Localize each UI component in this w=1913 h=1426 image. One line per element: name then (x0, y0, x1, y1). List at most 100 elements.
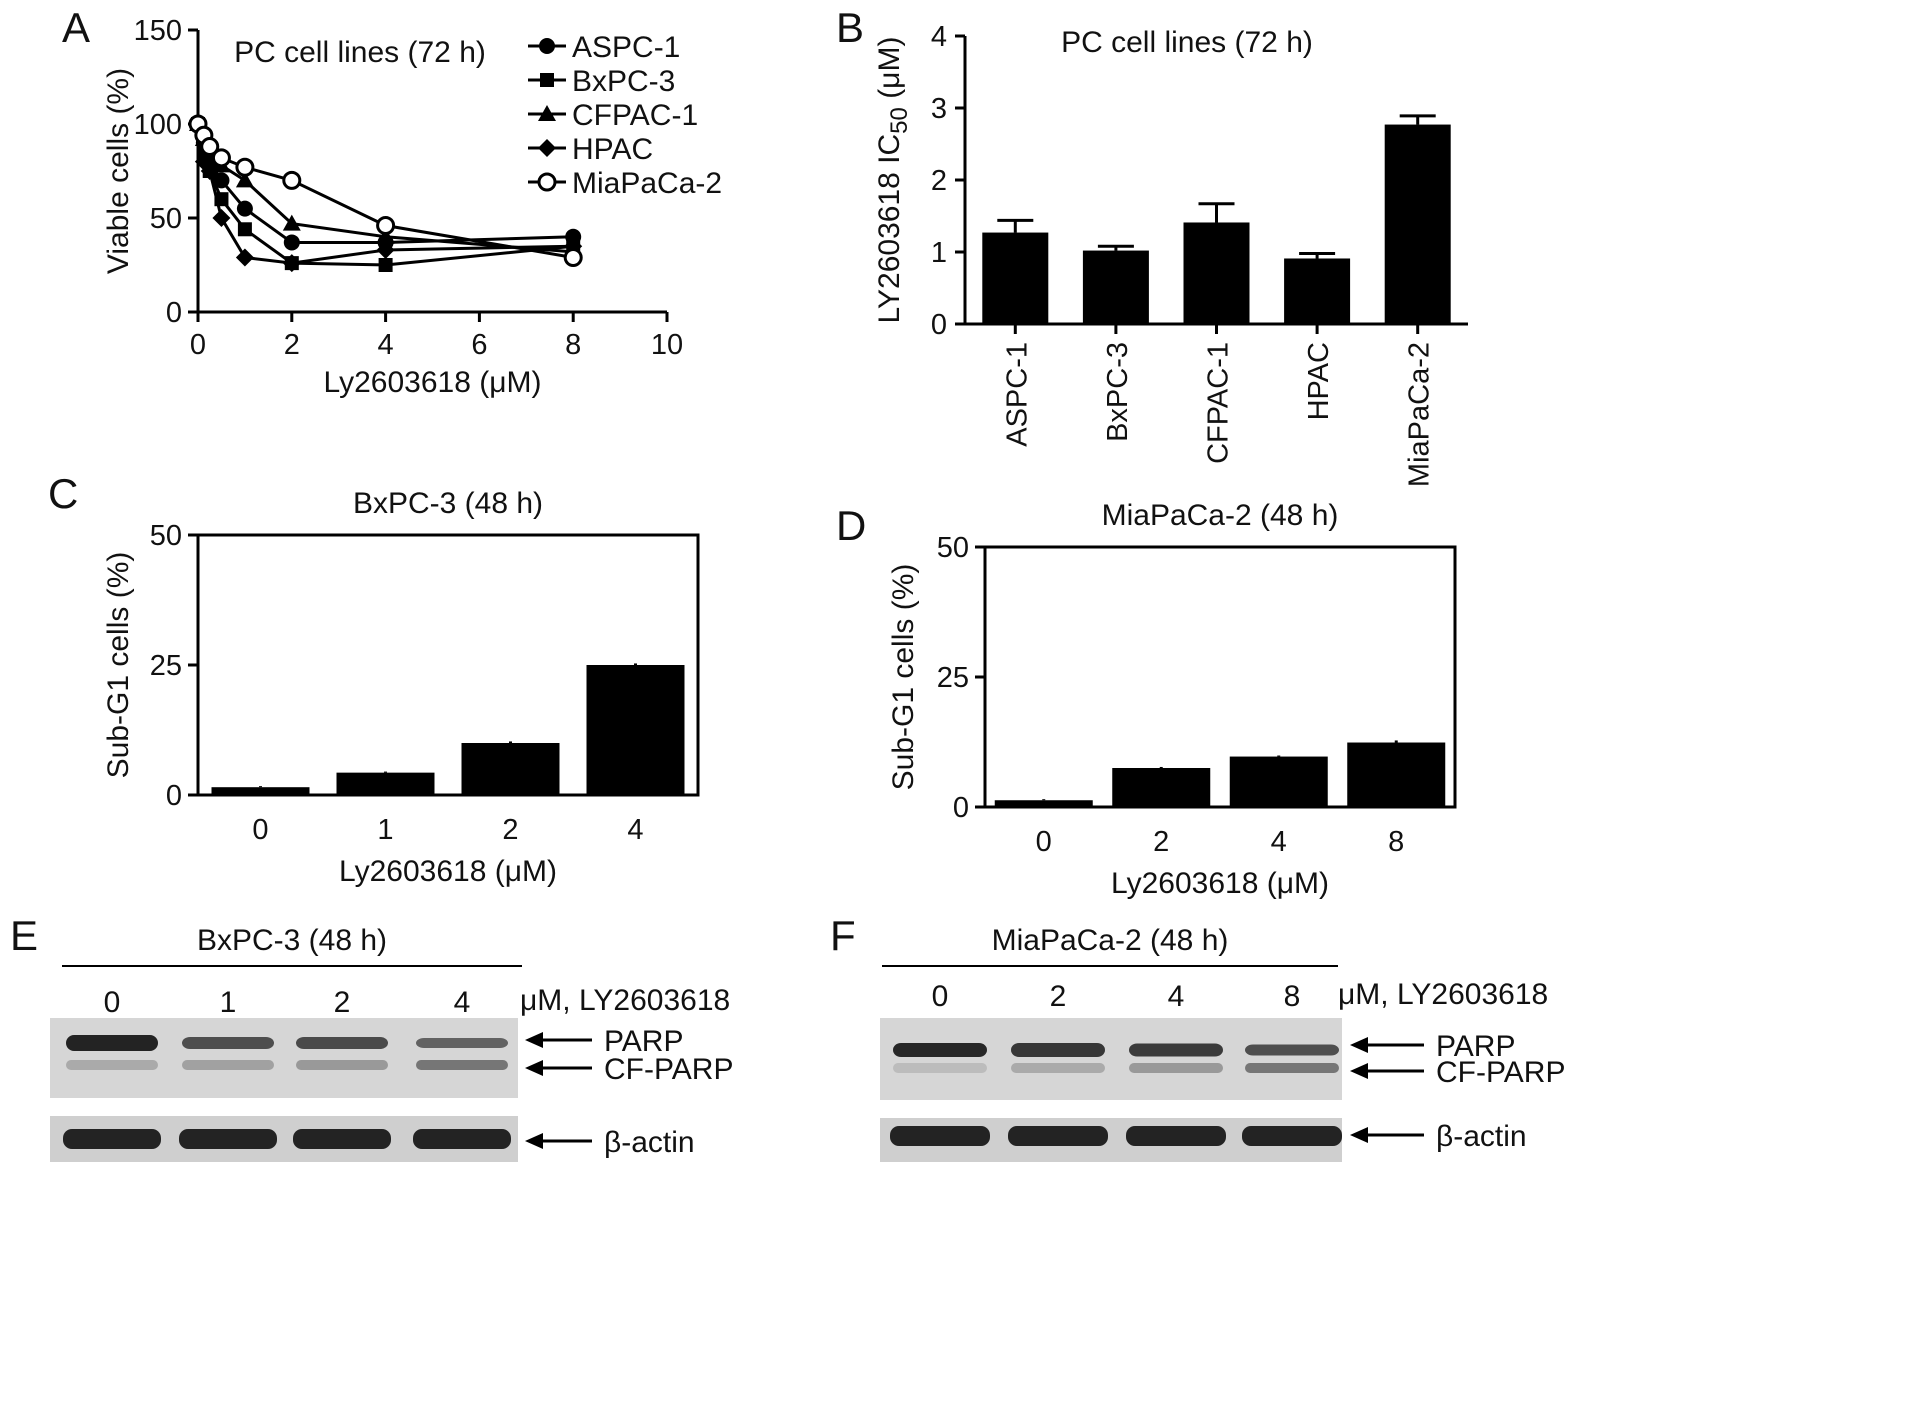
lane-label: 4 (454, 986, 471, 1019)
data-point (200, 162, 219, 180)
parp-gel (50, 1018, 518, 1098)
x-tick-label: 4 (378, 329, 394, 361)
y-tick-label: 3 (931, 93, 947, 125)
bar (994, 800, 1093, 807)
actin-gel (880, 1118, 1342, 1162)
beta-actin-arrow-head (525, 1133, 543, 1149)
bar (461, 743, 560, 795)
panel-e: BxPC-3 (48 h) 0 1 2 4 μM, LY2603618 PARPCF-PAR… (50, 924, 733, 1162)
x-tick-label: 8 (565, 329, 581, 361)
actin-band (890, 1126, 990, 1146)
y-tick-label: 150 (134, 15, 182, 47)
parp-band (1129, 1043, 1223, 1057)
y-tick-label: 4 (931, 21, 947, 53)
gel-background (50, 1018, 518, 1098)
x-tick-label: 4 (1271, 826, 1287, 858)
panel-a: 0 50 100 150 0 2 4 6 8 10 Ly2603618 (μM) Viable cel… (102, 15, 722, 399)
panel-d: 0 25 50 Sub-G1 cells (%) MiaPaCa-2 (48 h) Ly2… (887, 499, 1457, 900)
x-tick-label: 2 (502, 814, 518, 846)
lane-label: 4 (1168, 980, 1185, 1013)
parp-gel (880, 1018, 1342, 1100)
data-point (282, 170, 302, 190)
panel-f: MiaPaCa-2 (48 h) 0 2 4 8 μM, LY2603618 PARPCF-… (880, 924, 1565, 1162)
x-tick-label: 0 (252, 814, 268, 846)
blot-title: MiaPaCa-2 (48 h) (992, 924, 1229, 957)
beta-actin-arrow-head (1350, 1127, 1368, 1143)
parp-band (893, 1043, 987, 1057)
bar (336, 772, 435, 795)
y-tick-label: 0 (166, 780, 182, 812)
bar (1082, 250, 1149, 324)
actin-band (179, 1129, 277, 1149)
bar (1347, 742, 1446, 807)
y-tick-label: 25 (937, 662, 969, 694)
bar (1229, 756, 1328, 807)
panel-letter-c: C (48, 470, 78, 517)
parp-arrow-head (525, 1032, 543, 1048)
panel-letter-d: D (836, 502, 866, 549)
y-axis-label: Sub-G1 cells (%) (887, 564, 920, 791)
panel-letter-f: F (830, 912, 856, 959)
lane-label: 0 (932, 980, 949, 1013)
bar (586, 665, 685, 795)
data-point (283, 234, 300, 251)
cf-parp-band (893, 1063, 987, 1073)
actin-gel (50, 1116, 518, 1162)
legend-marker (538, 139, 556, 157)
legend-label: CFPAC-1 (572, 99, 698, 132)
legend-label: ASPC-1 (572, 31, 680, 64)
unit-label: μM, LY2603618 (1338, 978, 1548, 1011)
y-tick-label: 0 (166, 297, 182, 329)
x-tick-label: 0 (190, 329, 206, 361)
lane-label: 8 (1284, 980, 1301, 1013)
beta-actin-label: β-actin (604, 1126, 695, 1159)
parp-band (66, 1035, 158, 1051)
data-point (236, 200, 253, 217)
y-tick-label: 0 (953, 792, 969, 824)
parp-band (1245, 1044, 1339, 1056)
cf-parp-arrow-head (1350, 1063, 1368, 1079)
x-tick-label: MiaPaCa-2 (1404, 342, 1436, 487)
panel-letter-b: B (836, 4, 864, 51)
cf-parp-band (1011, 1063, 1105, 1073)
data-point (376, 240, 395, 259)
lane-label: 2 (334, 986, 351, 1019)
x-tick-label: HPAC (1303, 342, 1335, 420)
bar (1284, 258, 1351, 324)
chart-title: PC cell lines (72 h) (1061, 26, 1313, 59)
y-axis-label: Sub-G1 cells (%) (102, 552, 135, 779)
x-tick-label: BxPC-3 (1102, 342, 1134, 442)
legend-marker (537, 172, 557, 192)
y-tick-label: 2 (931, 165, 947, 197)
data-point (376, 216, 396, 236)
actin-band (413, 1129, 511, 1149)
x-tick-label: 6 (471, 329, 487, 361)
legend-marker (540, 73, 554, 87)
data-point (235, 248, 254, 267)
y-tick-label: 0 (931, 309, 947, 341)
cf-parp-band (66, 1060, 158, 1070)
x-tick-label: 0 (1036, 826, 1052, 858)
x-tick-label: 4 (627, 814, 643, 846)
cf-parp-label: CF-PARP (604, 1053, 733, 1086)
y-tick-label: 50 (937, 532, 969, 564)
cf-parp-band (416, 1060, 508, 1070)
data-point (378, 258, 393, 272)
panel-letter-e: E (10, 912, 38, 959)
chart-title: PC cell lines (72 h) (234, 36, 486, 69)
legend-marker (539, 38, 555, 54)
actin-band (1242, 1126, 1342, 1146)
chart-title: BxPC-3 (48 h) (353, 487, 543, 520)
bar (1183, 222, 1250, 324)
data-point (213, 172, 230, 189)
y-axis-label: LY2603618 IC50 (μM) (873, 37, 913, 324)
chart-title: MiaPaCa-2 (48 h) (1102, 499, 1339, 532)
series-miapaca-2 (188, 114, 583, 267)
x-tick-label: 2 (1153, 826, 1169, 858)
cf-parp-arrow-head (525, 1060, 543, 1076)
parp-band (182, 1037, 274, 1049)
x-axis-label: Ly2603618 (μM) (1111, 867, 1329, 900)
data-point (563, 247, 583, 267)
parp-label: PARP (1436, 1030, 1515, 1063)
data-point (200, 137, 220, 157)
